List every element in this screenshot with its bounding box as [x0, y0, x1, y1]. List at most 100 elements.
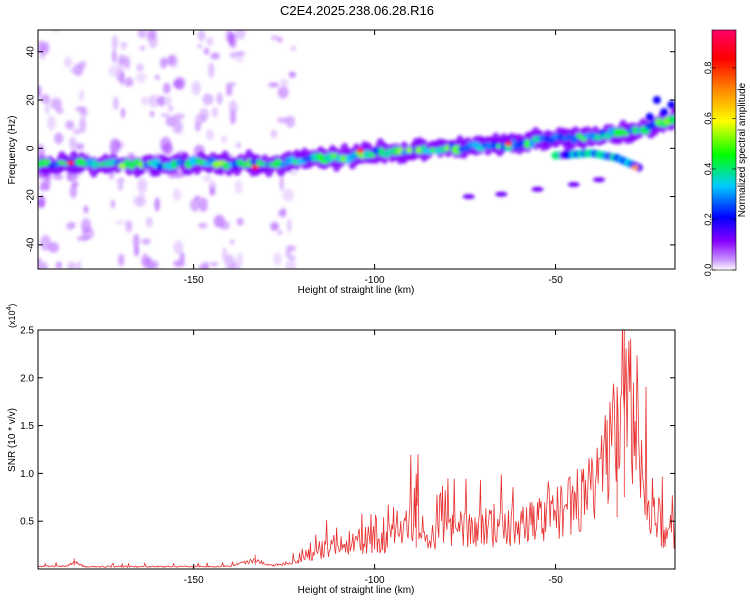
noise-blob	[206, 129, 214, 141]
hotspot	[67, 160, 75, 166]
colorbar-ticks: 0.0 0.2 0.4 0.6 0.8	[703, 62, 736, 276]
hotspot	[631, 165, 639, 171]
noise-blob	[72, 128, 82, 135]
noise-blob	[124, 77, 134, 87]
noise-blob	[66, 222, 75, 230]
noise-blob	[210, 52, 220, 60]
noise-blob	[137, 178, 148, 194]
noise-blob	[290, 45, 296, 52]
noise-blob	[285, 260, 297, 269]
noise-blob	[79, 117, 87, 133]
streak-blob	[462, 194, 475, 200]
noise-blob	[202, 175, 212, 182]
noise-blob	[162, 82, 171, 94]
x-tick-label: -50	[548, 575, 563, 586]
y-tick-label: 0.5	[20, 517, 34, 528]
band-core-blob	[602, 132, 613, 139]
noise-blob	[160, 113, 170, 118]
noise-blob	[199, 108, 209, 122]
noise-blob	[47, 115, 56, 131]
noise-blob	[149, 110, 155, 117]
noise-blob	[285, 115, 296, 128]
noise-blob	[157, 95, 166, 107]
y-tick-label: 1.0	[20, 469, 34, 480]
noise-blob	[270, 221, 279, 231]
band-core-blob	[576, 133, 583, 139]
snr-background	[38, 330, 675, 569]
band-core-blob	[188, 156, 198, 166]
noise-blob	[173, 259, 185, 268]
y-tick-label: 20	[26, 94, 37, 106]
noise-blob	[290, 170, 299, 175]
noise-blob	[50, 97, 62, 110]
noise-blob	[63, 56, 73, 68]
streak-blob	[495, 191, 508, 197]
noise-blob	[166, 55, 176, 66]
band-core-blob	[570, 135, 579, 143]
noise-blob	[273, 252, 282, 266]
colorbar-tick-label: 0.6	[703, 112, 713, 125]
noise-blob	[39, 47, 46, 60]
noise-blob	[154, 74, 160, 80]
noise-blob	[41, 261, 48, 269]
hotspot	[356, 148, 364, 154]
noise-blob	[235, 253, 244, 268]
noise-blob	[135, 73, 147, 83]
hotspot	[505, 141, 512, 146]
band-core-blob	[284, 157, 291, 166]
noise-blob	[173, 240, 184, 255]
noise-blob	[160, 57, 168, 69]
noise-blob	[118, 54, 127, 64]
rise-blob	[652, 96, 661, 104]
y-tick-label: 40	[26, 46, 37, 58]
colorbar-gradient	[711, 29, 737, 271]
spectrogram-y-axis-label: Frequency (Hz)	[7, 116, 18, 185]
rise-blob	[667, 100, 675, 109]
band-core-blob	[429, 148, 438, 153]
noise-blob	[270, 129, 278, 139]
noise-blob	[209, 187, 216, 196]
noise-blob	[133, 233, 140, 249]
noise-blob	[199, 263, 208, 269]
noise-blob	[279, 78, 289, 87]
y-tick-label: -40	[26, 237, 37, 252]
noise-blob	[54, 132, 64, 144]
noise-blob	[79, 89, 85, 102]
colorbar-label: Normalized spectral amplitude	[737, 82, 748, 217]
snr-frame	[37, 329, 676, 570]
spectrogram-x-axis-label: Height of straight line (km)	[298, 285, 415, 296]
noise-blob	[235, 56, 244, 63]
hotspot	[251, 165, 259, 171]
noise-blob	[40, 235, 52, 251]
noise-blob	[125, 220, 133, 233]
noise-blob	[236, 217, 244, 226]
noise-blob	[114, 177, 126, 184]
noise-blob	[172, 188, 182, 201]
x-tick-label: -150	[184, 575, 204, 586]
noise-blob	[219, 220, 231, 230]
band-core-blob	[557, 133, 563, 141]
snr-series-line	[38, 330, 675, 568]
snr-multiplier-prefix: (x10	[7, 310, 17, 328]
x-tick-label: -100	[365, 575, 385, 586]
noise-blob	[69, 67, 80, 74]
noise-blob	[165, 95, 172, 107]
noise-blob	[194, 195, 201, 201]
noise-blob	[229, 51, 238, 59]
noise-blob	[285, 245, 296, 252]
noise-blob	[197, 30, 206, 41]
y-tick-label: 2.5	[20, 326, 34, 337]
noise-blob	[287, 218, 292, 233]
band-core-blob	[444, 144, 450, 151]
noise-blob	[69, 136, 77, 150]
band-core-blob	[316, 153, 324, 161]
noise-blob	[52, 174, 64, 180]
noise-blob	[277, 230, 283, 235]
noise-blob	[133, 246, 140, 257]
band-core-blob	[156, 162, 164, 171]
noise-blob	[277, 85, 289, 99]
noise-blob	[141, 238, 151, 245]
noise-blob	[44, 100, 50, 115]
noise-blob	[171, 114, 178, 125]
noise-blob	[145, 31, 156, 41]
